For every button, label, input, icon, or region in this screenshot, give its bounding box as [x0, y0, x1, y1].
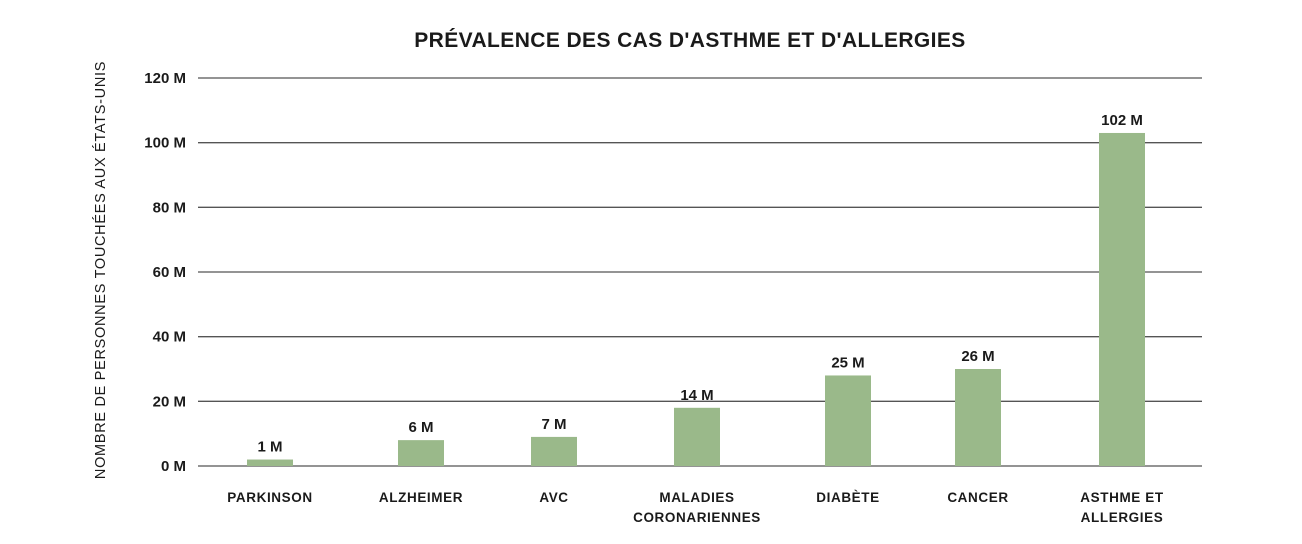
bar — [398, 440, 444, 466]
x-tick-label: AVC — [539, 490, 568, 505]
y-tick-label: 120 M — [144, 70, 186, 87]
x-tick-label: ASTHME ET — [1080, 490, 1164, 505]
data-labels: 1 M 6 M 7 M 14 M 25 M 26 M 102 M — [257, 112, 1142, 456]
bar — [247, 459, 293, 466]
data-label: 102 M — [1101, 112, 1143, 129]
data-label: 26 M — [961, 348, 994, 365]
x-tick-label: ALLERGIES — [1081, 510, 1164, 525]
bars — [247, 132, 1145, 466]
data-label: 6 M — [408, 419, 433, 436]
data-label: 7 M — [541, 416, 566, 433]
y-tick-label: 0 M — [161, 458, 186, 475]
data-label: 1 M — [257, 439, 282, 456]
x-tick-label: MALADIES — [659, 490, 734, 505]
x-tick-label: CANCER — [947, 490, 1008, 505]
data-label: 25 M — [831, 354, 864, 371]
x-tick-label: DIABÈTE — [816, 490, 879, 505]
bar — [531, 436, 577, 466]
y-tick-label: 40 M — [153, 329, 186, 346]
bar — [825, 375, 871, 466]
x-tick-label: CORONARIENNES — [633, 510, 761, 525]
y-tick-label: 20 M — [153, 393, 186, 410]
x-axis-ticks: PARKINSON ALZHEIMER AVC MALADIES CORONARIENN… — [227, 490, 1164, 525]
y-tick-label: 60 M — [153, 264, 186, 281]
gridlines — [198, 77, 1202, 467]
data-label: 14 M — [680, 387, 713, 404]
x-tick-label: PARKINSON — [227, 490, 312, 505]
y-tick-label: 80 M — [153, 199, 186, 216]
chart-title: PRÉVALENCE DES CAS D'ASTHME ET D'ALLERGI… — [414, 29, 965, 52]
bar — [674, 407, 720, 466]
bar — [955, 369, 1001, 466]
y-axis-ticks: 0 M 20 M 40 M 60 M 80 M 100 M 120 M — [144, 70, 186, 475]
bar — [1099, 132, 1145, 466]
y-tick-label: 100 M — [144, 135, 186, 152]
y-axis-label: NOMBRE DE PERSONNES TOUCHÉES AUX ÉTATS-U… — [92, 61, 109, 479]
x-tick-label: ALZHEIMER — [379, 490, 463, 505]
